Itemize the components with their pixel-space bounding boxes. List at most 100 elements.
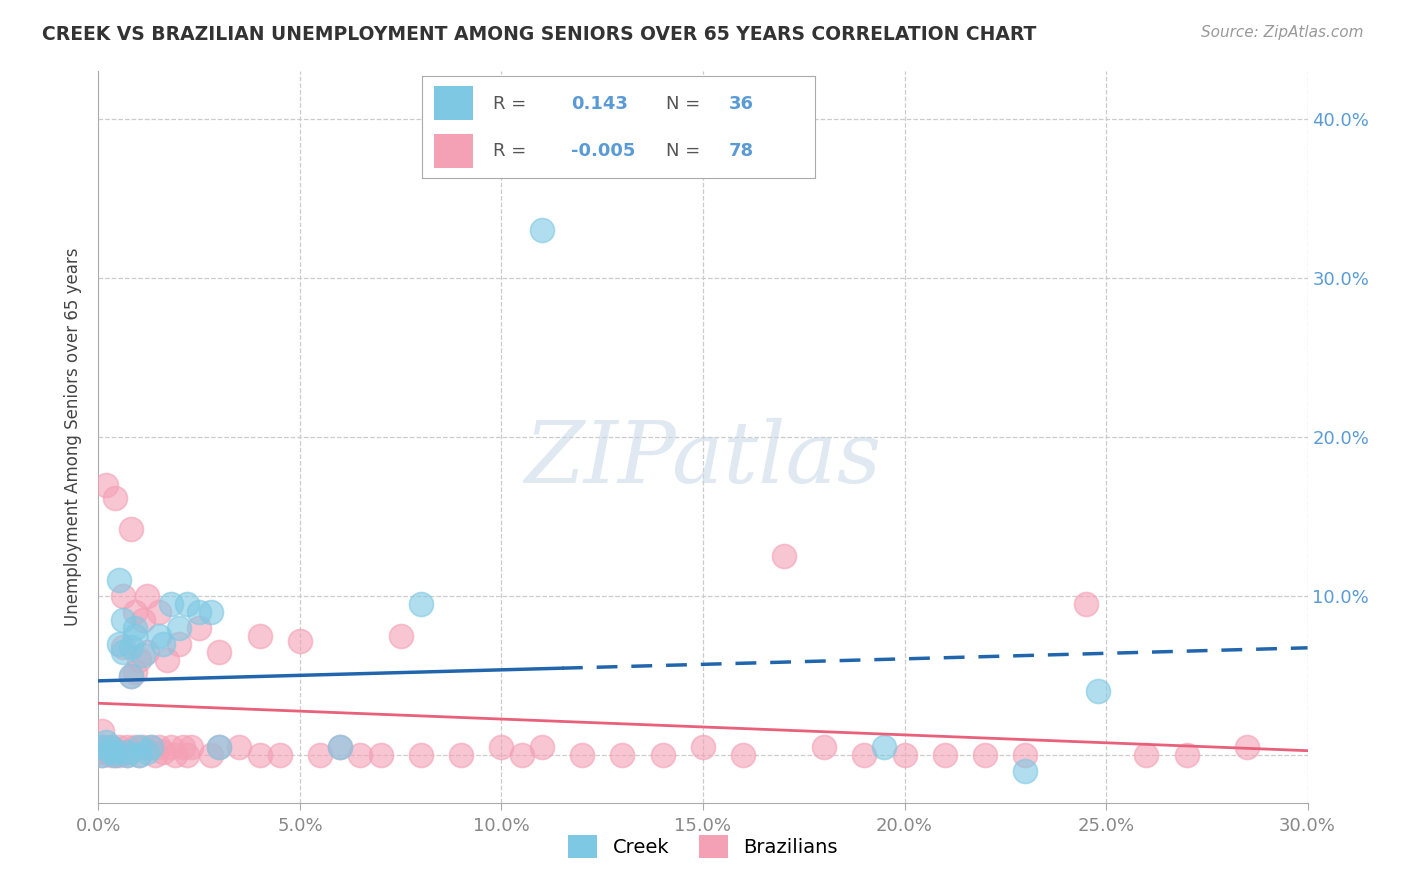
Point xyxy=(148,605,170,619)
Text: R =: R = xyxy=(492,142,526,160)
Point xyxy=(120,640,142,654)
Point xyxy=(163,748,186,763)
Point xyxy=(1135,748,1157,763)
Point xyxy=(115,745,138,759)
Text: 0.143: 0.143 xyxy=(571,95,628,112)
Point xyxy=(135,745,157,759)
Text: Source: ZipAtlas.com: Source: ZipAtlas.com xyxy=(1201,25,1364,40)
Point xyxy=(329,740,352,755)
Point xyxy=(571,748,593,763)
Y-axis label: Unemployment Among Seniors over 65 years: Unemployment Among Seniors over 65 years xyxy=(63,248,82,626)
Text: -0.005: -0.005 xyxy=(571,142,636,160)
Point xyxy=(96,735,118,749)
Point xyxy=(139,740,162,755)
Point xyxy=(124,621,146,635)
Point xyxy=(249,629,271,643)
Point xyxy=(124,665,146,680)
Point xyxy=(107,637,129,651)
Point xyxy=(152,745,174,759)
Text: R =: R = xyxy=(492,95,526,112)
Point xyxy=(772,549,794,564)
Point xyxy=(269,748,291,763)
Point xyxy=(491,740,513,755)
Text: 36: 36 xyxy=(728,95,754,112)
Point xyxy=(115,740,138,755)
Point xyxy=(349,748,371,763)
Point xyxy=(934,748,956,763)
Point xyxy=(100,740,122,755)
Point xyxy=(115,748,138,763)
Point xyxy=(91,748,114,763)
Point xyxy=(111,645,134,659)
Point xyxy=(288,633,311,648)
Point xyxy=(96,745,118,759)
Point xyxy=(228,740,250,755)
Point xyxy=(167,637,190,651)
Point xyxy=(91,740,114,755)
Point xyxy=(612,748,634,763)
Point xyxy=(249,748,271,763)
Point xyxy=(409,597,432,611)
Point xyxy=(893,748,915,763)
Point xyxy=(208,740,231,755)
Point xyxy=(100,745,122,759)
Point xyxy=(124,629,146,643)
Point xyxy=(409,748,432,763)
Point xyxy=(103,748,125,763)
Point xyxy=(1014,764,1036,778)
Legend: Creek, Brazilians: Creek, Brazilians xyxy=(561,827,845,866)
Point xyxy=(1074,597,1097,611)
Point xyxy=(510,748,533,763)
Point xyxy=(115,748,138,763)
Point xyxy=(200,748,222,763)
Point xyxy=(450,748,472,763)
Text: ZIPatlas: ZIPatlas xyxy=(524,417,882,500)
Point xyxy=(103,745,125,759)
Point xyxy=(107,745,129,759)
Point xyxy=(128,740,150,755)
Point xyxy=(107,740,129,755)
Point xyxy=(167,621,190,635)
Point xyxy=(370,748,392,763)
Point xyxy=(96,477,118,491)
Point xyxy=(152,637,174,651)
Point xyxy=(1014,748,1036,763)
Point xyxy=(91,724,114,739)
Point xyxy=(733,748,755,763)
Point xyxy=(176,597,198,611)
Point xyxy=(128,653,150,667)
Point xyxy=(87,741,110,756)
Point xyxy=(103,745,125,759)
Point xyxy=(120,522,142,536)
Point xyxy=(132,740,155,755)
Point xyxy=(208,740,231,755)
Point xyxy=(208,645,231,659)
Point xyxy=(160,597,183,611)
Point xyxy=(692,740,714,755)
Point xyxy=(124,605,146,619)
Point xyxy=(120,668,142,682)
Point xyxy=(91,740,114,755)
Point xyxy=(530,740,553,755)
Point xyxy=(91,748,114,763)
Point xyxy=(100,748,122,763)
Text: 78: 78 xyxy=(728,142,754,160)
Point xyxy=(853,748,876,763)
Point xyxy=(87,745,110,759)
Point xyxy=(156,653,179,667)
Point xyxy=(103,491,125,505)
Point xyxy=(530,223,553,237)
Text: N =: N = xyxy=(666,95,700,112)
FancyBboxPatch shape xyxy=(433,135,472,168)
Point xyxy=(107,573,129,587)
Point xyxy=(115,745,138,759)
Point xyxy=(1236,740,1258,755)
Point xyxy=(143,748,166,763)
Point xyxy=(389,629,412,643)
Point xyxy=(188,605,211,619)
Point xyxy=(135,589,157,603)
Point xyxy=(128,748,150,763)
Point xyxy=(111,589,134,603)
Point xyxy=(124,740,146,755)
Point xyxy=(651,748,673,763)
